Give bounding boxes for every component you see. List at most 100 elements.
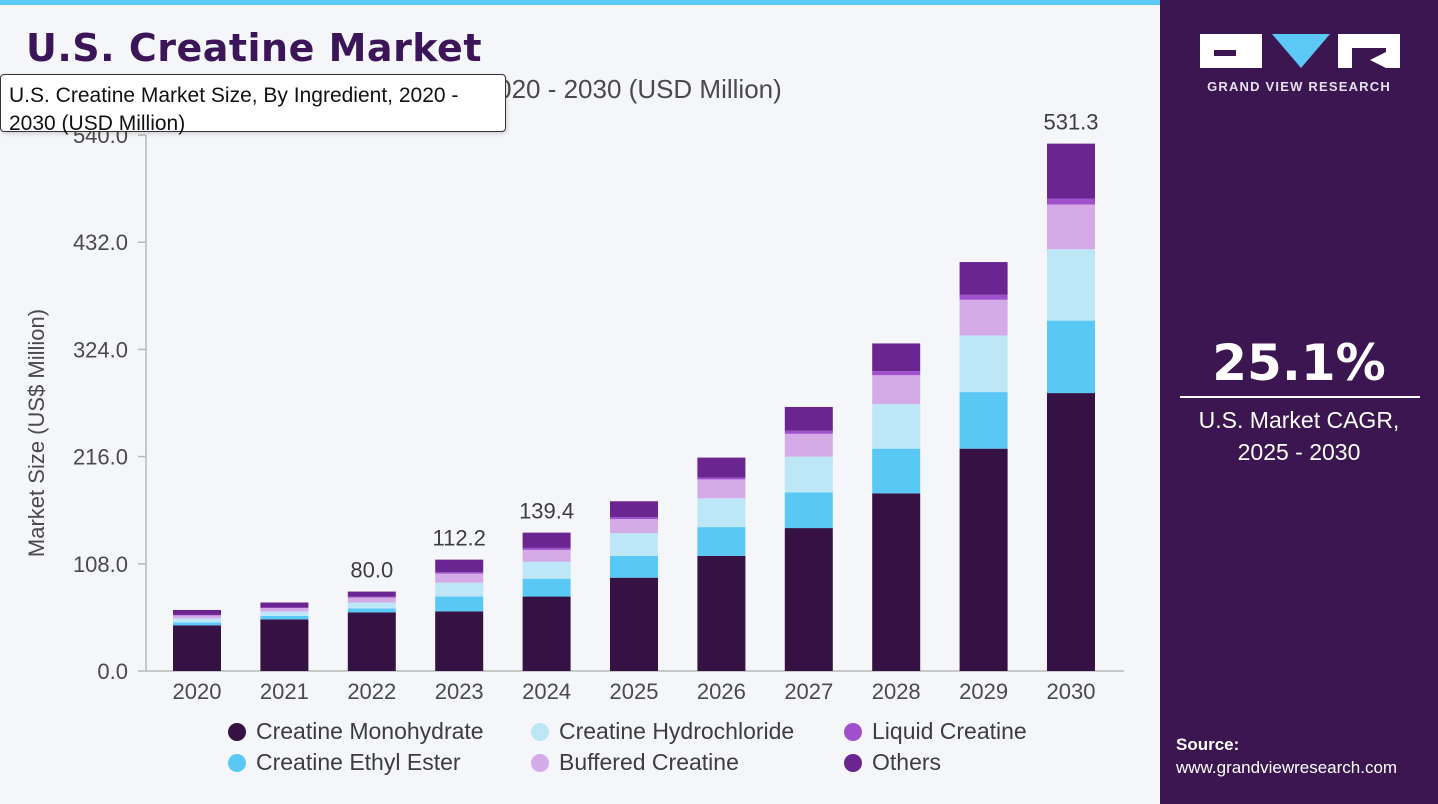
bar-segment-buffered-creatine: [872, 375, 921, 404]
bar-total-label: 139.4: [519, 499, 574, 524]
bar-total-label: 112.2: [432, 526, 485, 551]
cagr-label: U.S. Market CAGR, 2025 - 2030: [1160, 404, 1438, 468]
chart-card: U.S. Creatine Market U.S. Creatine Marke…: [0, 0, 1160, 775]
bar-segment-creatine-hydrochloride: [959, 335, 1008, 393]
title-tooltip: U.S. Creatine Market Size, By Ingredient…: [0, 74, 506, 135]
bar-segment-buffered-creatine: [784, 433, 833, 457]
bar-segment-creatine-ethyl-ester: [435, 596, 484, 612]
bar-segment-creatine-monohydrate: [522, 596, 571, 671]
y-tick-label: 432.0: [73, 230, 128, 255]
bar-segment-creatine-ethyl-ester: [522, 578, 571, 597]
bar-segment-creatine-monohydrate: [347, 612, 396, 671]
x-tick-label: 2026: [697, 679, 746, 704]
sidebar-panel: GRAND VIEW RESEARCH 25.1% U.S. Market CA…: [1160, 0, 1438, 804]
bar-segment-liquid-creatine: [435, 572, 484, 574]
y-tick-label: 0.0: [97, 659, 128, 684]
bar-segment-liquid-creatine: [697, 477, 746, 480]
bar-segment-liquid-creatine: [1047, 198, 1095, 205]
x-tick-label: 2025: [610, 679, 659, 704]
bar-segment-creatine-ethyl-ester: [260, 615, 309, 620]
bar-segment-others: [173, 609, 221, 615]
bar-segment-creatine-ethyl-ester: [347, 608, 396, 613]
bar-segment-creatine-monohydrate: [610, 577, 658, 671]
y-axis-title: Market Size (US$ Million): [24, 309, 49, 557]
bar-segment-buffered-creatine: [347, 597, 396, 603]
bar-segment-creatine-ethyl-ester: [784, 492, 833, 529]
bar-segment-liquid-creatine: [522, 547, 571, 550]
x-tick-label: 2021: [260, 679, 309, 704]
bar-segment-creatine-monohydrate: [173, 625, 221, 671]
cagr-label-line2: 2025 - 2030: [1237, 439, 1361, 465]
bar-segment-buffered-creatine: [610, 519, 658, 534]
bar-segment-others: [260, 602, 309, 608]
x-tick-label: 2020: [173, 679, 222, 704]
bar-segment-buffered-creatine: [173, 615, 221, 619]
page-title: U.S. Creatine Market: [26, 26, 482, 70]
bar-segment-buffered-creatine: [697, 479, 746, 499]
bar-segment-creatine-monohydrate: [260, 619, 309, 671]
cagr-divider: [1180, 396, 1420, 398]
bar-segment-creatine-monohydrate: [1047, 393, 1095, 671]
bar-segment-liquid-creatine: [959, 294, 1008, 300]
top-accent-bar: [0, 0, 1160, 5]
cagr-value: 25.1%: [1212, 334, 1386, 392]
bar-total-label: 531.3: [1043, 110, 1098, 135]
bar-segment-creatine-hydrochloride: [173, 618, 221, 623]
bar-segment-creatine-hydrochloride: [610, 533, 658, 556]
bar-segment-creatine-hydrochloride: [260, 611, 309, 616]
bar-segment-liquid-creatine: [347, 596, 396, 598]
bar-segment-creatine-monohydrate: [435, 611, 484, 671]
cagr-label-line1: U.S. Market CAGR,: [1198, 407, 1400, 433]
bar-segment-creatine-ethyl-ester: [173, 622, 221, 626]
bar-segment-creatine-ethyl-ester: [959, 392, 1008, 449]
bar-segment-creatine-monohydrate: [697, 555, 746, 671]
bar-segment-others: [959, 262, 1008, 295]
bar-segment-creatine-monohydrate: [872, 493, 921, 671]
y-tick-label: 216.0: [73, 445, 128, 470]
bar-segment-creatine-hydrochloride: [697, 498, 746, 528]
bar-segment-creatine-ethyl-ester: [610, 555, 658, 578]
bar-segment-liquid-creatine: [610, 517, 658, 520]
bar-segment-creatine-ethyl-ester: [697, 527, 746, 556]
x-tick-label: 2028: [872, 679, 921, 704]
bar-segment-creatine-ethyl-ester: [1047, 320, 1095, 394]
bar-segment-creatine-monohydrate: [784, 528, 833, 671]
x-tick-label: 2029: [959, 679, 1008, 704]
grand-view-research-logo[interactable]: [1200, 32, 1400, 72]
x-tick-label: 2030: [1047, 679, 1096, 704]
bar-segment-buffered-creatine: [1047, 204, 1095, 250]
y-tick-label: 108.0: [73, 552, 128, 577]
source-label: Source:: [1176, 735, 1240, 754]
bar-segment-creatine-ethyl-ester: [872, 448, 921, 494]
bar-segment-creatine-hydrochloride: [522, 561, 571, 579]
bar-segment-others: [784, 406, 833, 431]
bar-segment-creatine-hydrochloride: [784, 456, 833, 493]
bar-segment-creatine-hydrochloride: [1047, 249, 1095, 321]
bar-segment-creatine-hydrochloride: [435, 582, 484, 597]
x-tick-label: 2024: [522, 679, 571, 704]
source-link[interactable]: www.grandviewresearch.com: [1176, 758, 1398, 777]
bar-segment-buffered-creatine: [260, 607, 309, 612]
bar-segment-others: [347, 591, 396, 597]
bar-total-label: 80.0: [350, 558, 393, 583]
bar-segment-buffered-creatine: [959, 299, 1008, 336]
bar-segment-buffered-creatine: [522, 549, 571, 562]
bar-segment-others: [1047, 143, 1095, 199]
bar-segment-creatine-hydrochloride: [872, 403, 921, 449]
bar-segment-liquid-creatine: [872, 371, 921, 376]
bar-segment-others: [522, 532, 571, 548]
x-tick-label: 2023: [435, 679, 484, 704]
bar-segment-others: [610, 501, 658, 518]
logo-wordmark: GRAND VIEW RESEARCH: [1207, 79, 1391, 94]
x-tick-label: 2022: [347, 679, 396, 704]
bar-segment-creatine-hydrochloride: [347, 602, 396, 609]
bar-segment-others: [872, 343, 921, 372]
y-tick-label: 324.0: [73, 337, 128, 362]
x-tick-label: 2027: [784, 679, 833, 704]
bar-segment-others: [435, 559, 484, 573]
bar-segment-others: [697, 457, 746, 478]
bar-segment-buffered-creatine: [435, 573, 484, 583]
bar-segment-creatine-monohydrate: [959, 448, 1008, 671]
bar-segment-liquid-creatine: [784, 430, 833, 434]
